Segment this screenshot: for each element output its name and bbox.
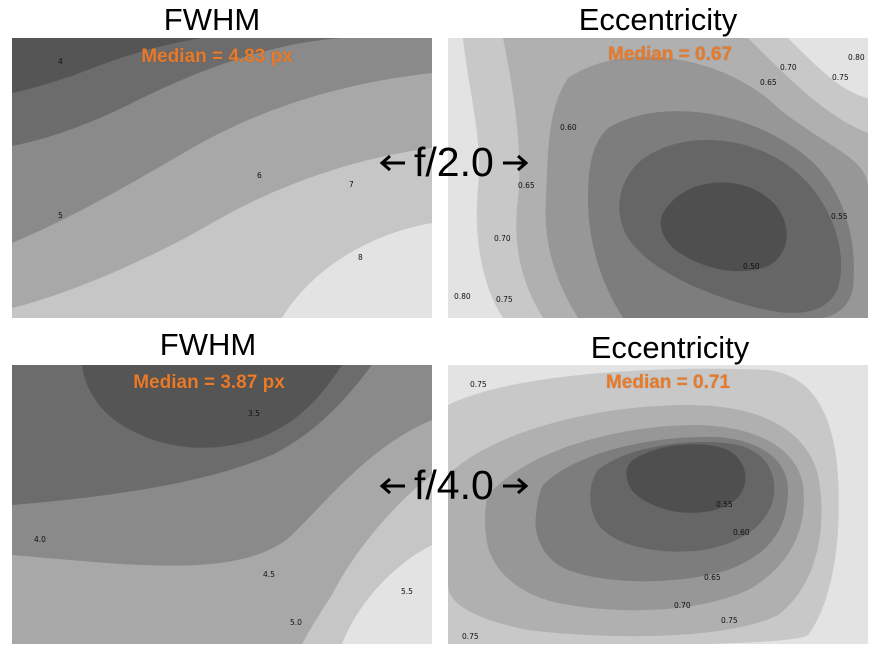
- contour-label: 4: [58, 57, 63, 66]
- aperture-label-top: f/2.0: [414, 139, 494, 185]
- eccentricity-title-top: Eccentricity: [578, 2, 738, 37]
- contour-label: 8: [358, 253, 363, 262]
- aperture-label-bottom: f/4.0: [414, 462, 494, 508]
- contour-label: 5: [58, 211, 63, 220]
- aperture-top: f/2.0: [378, 142, 530, 183]
- contour-label: 0.80: [848, 53, 865, 62]
- contour-label: 0.75: [462, 632, 479, 641]
- contour-label: 7: [349, 180, 354, 189]
- contour-label: 0.60: [733, 528, 750, 537]
- right-arrow-icon: [502, 477, 529, 494]
- aperture-bottom: f/4.0: [378, 465, 530, 506]
- contour-label: 0.80: [454, 292, 471, 301]
- contour-label: 0.55: [831, 212, 848, 221]
- contour-label: 6: [257, 171, 262, 180]
- left-arrow-icon: [379, 477, 405, 494]
- eccentricity-contour-plot-top: 0.80 0.70 0.75 0.65 0.60 0.65 0.55 0.70 …: [448, 38, 868, 318]
- fwhm-median-bottom: Median = 3.87 px: [133, 372, 285, 393]
- contour-label: 0.60: [560, 123, 577, 132]
- fwhm-title-top: FWHM: [163, 2, 261, 37]
- contour-label: 0.55: [716, 500, 733, 509]
- fwhm-contour-plot-bottom: 3.5 4.0 4.5 5.5 5.0: [12, 365, 432, 644]
- contour-label: 0.50: [743, 262, 760, 271]
- contour-label: 0.65: [760, 78, 777, 87]
- contour-label: 0.75: [496, 295, 513, 304]
- fwhm-median-top: Median = 4.83 px: [141, 46, 293, 67]
- contour-label: 0.70: [494, 234, 511, 243]
- fwhm-contour-plot-top: 4 5 6 7 8: [12, 38, 432, 318]
- contour-label: 0.75: [470, 380, 487, 389]
- eccentricity-title-bottom: Eccentricity: [590, 330, 750, 365]
- contour-label: 4.5: [263, 570, 275, 579]
- left-arrow-icon: [379, 154, 405, 171]
- contour-label: 3.5: [248, 409, 260, 418]
- contour-label: 5.5: [401, 587, 413, 596]
- eccentricity-median-bottom: Median = 0.71: [605, 372, 731, 393]
- right-arrow-icon: [502, 154, 529, 171]
- eccentricity-median-top: Median = 0.67: [607, 44, 733, 65]
- contour-label: 0.70: [674, 601, 691, 610]
- contour-label: 4.0: [34, 535, 46, 544]
- contour-label: 0.75: [832, 73, 849, 82]
- contour-label: 5.0: [290, 618, 302, 627]
- contour-label: 0.75: [721, 616, 738, 625]
- fwhm-title-bottom: FWHM: [159, 327, 257, 362]
- contour-label: 0.70: [780, 63, 797, 72]
- eccentricity-contour-plot-bottom: 0.75 0.55 0.60 0.65 0.70 0.75 0.75: [448, 365, 868, 644]
- contour-label: 0.65: [704, 573, 721, 582]
- contour-label: 0.65: [518, 181, 535, 190]
